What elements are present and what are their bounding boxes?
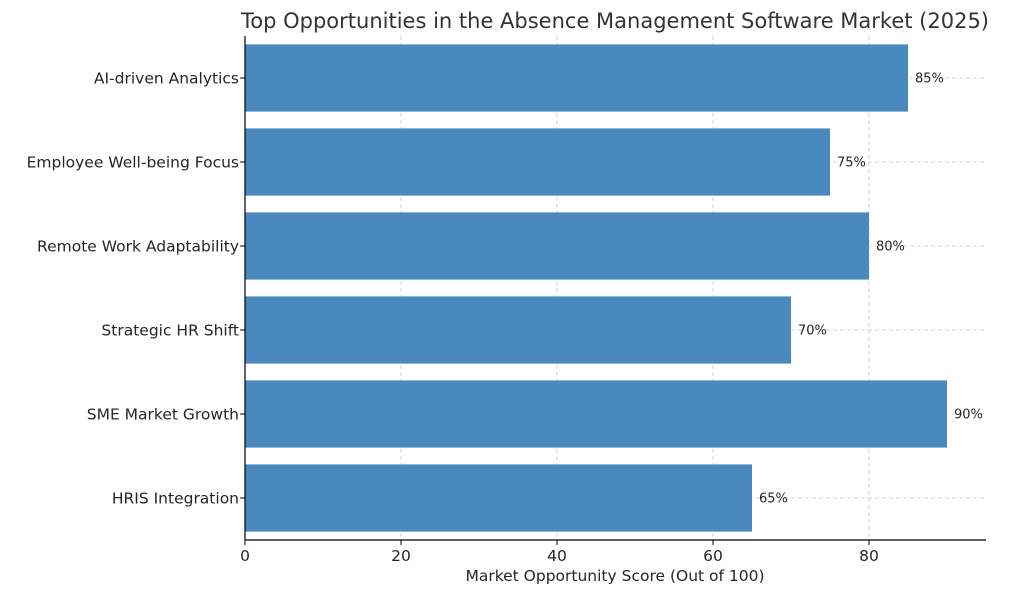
data-label: 90% bbox=[954, 408, 983, 423]
data-label: 85% bbox=[915, 72, 944, 87]
data-label: 65% bbox=[759, 492, 788, 507]
x-tick-label: 0 bbox=[240, 547, 250, 565]
axes: AI-driven Analytics Employee Well-being F… bbox=[27, 36, 986, 565]
x-axis-label: Market Opportunity Score (Out of 100) bbox=[465, 567, 764, 585]
x-tick-label: 60 bbox=[703, 547, 723, 565]
data-label: 80% bbox=[876, 240, 905, 255]
category-label: Strategic HR Shift bbox=[101, 322, 239, 340]
x-tick-label: 20 bbox=[391, 547, 411, 565]
bar bbox=[245, 380, 947, 448]
category-label: AI-driven Analytics bbox=[94, 70, 239, 88]
bar bbox=[245, 128, 830, 196]
bar bbox=[245, 464, 752, 532]
chart-title: Top Opportunities in the Absence Managem… bbox=[240, 9, 989, 33]
data-label: 75% bbox=[837, 156, 866, 171]
bar bbox=[245, 296, 791, 364]
bar bbox=[245, 212, 869, 280]
category-label: SME Market Growth bbox=[87, 406, 239, 424]
x-tick-label: 40 bbox=[547, 547, 567, 565]
bar bbox=[245, 44, 908, 112]
bars: 85% 75% 80% 70% 90% 65% bbox=[245, 44, 983, 532]
category-label: Remote Work Adaptability bbox=[37, 238, 239, 256]
category-label: HRIS Integration bbox=[112, 490, 239, 508]
data-label: 70% bbox=[798, 324, 827, 339]
category-label: Employee Well-being Focus bbox=[27, 154, 239, 172]
x-tick-label: 80 bbox=[859, 547, 879, 565]
